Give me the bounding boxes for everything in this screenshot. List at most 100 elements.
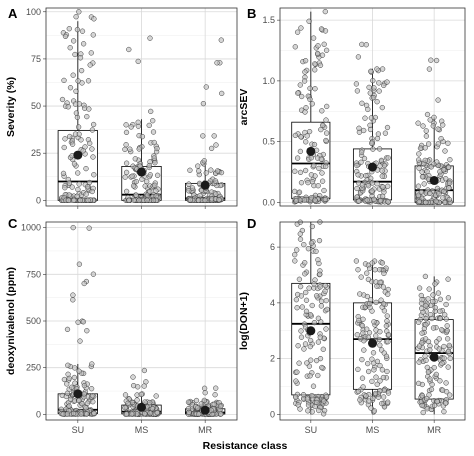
data-point [147,35,153,41]
data-point [90,154,96,160]
data-point [84,411,90,417]
data-point [129,411,135,417]
data-point [298,25,304,31]
data-point [377,279,383,286]
y-tick-label: 0 [36,195,41,205]
data-point [307,85,313,92]
data-point [73,88,79,94]
data-point [214,60,220,66]
data-point [354,332,360,338]
data-point [62,136,68,142]
data-point [441,355,447,361]
data-point [416,151,422,157]
data-point [354,88,361,94]
data-point [320,346,326,352]
data-point [87,140,93,146]
y-tick-label: 0 [270,409,275,419]
data-point [66,26,72,32]
data-point [77,338,83,344]
data-point [415,380,422,387]
data-point [89,393,96,399]
data-point [443,176,449,182]
data-point [139,133,146,140]
data-point [358,159,364,165]
data-point [201,385,208,391]
data-point [122,174,128,180]
data-point [154,145,160,152]
panel-letter: B [247,6,256,21]
data-point [296,360,302,366]
data-point [416,285,423,291]
data-point [196,168,202,174]
data-point [384,368,390,375]
data-point [72,51,78,58]
data-point [366,265,373,272]
data-point [87,62,93,68]
data-point [370,94,377,101]
data-point [355,172,361,178]
data-point [424,111,431,118]
data-point [374,358,381,365]
data-point [424,395,430,402]
data-point [355,54,362,60]
data-point [302,58,309,64]
data-point [70,38,77,44]
data-point [373,333,379,339]
data-point [127,146,133,152]
data-point [379,104,385,111]
data-point [91,16,97,22]
data-point [415,157,422,163]
data-point [201,158,207,164]
data-point [435,97,441,103]
data-point [292,188,298,195]
data-point [423,128,429,134]
data-point [306,18,312,24]
data-point [379,173,385,179]
data-point [447,355,453,362]
data-point [447,157,453,163]
mean-marker-su [306,326,316,336]
data-point [444,336,451,342]
data-point [423,303,429,309]
x-tick-label-ms: MS [135,425,149,435]
data-point [382,130,389,136]
data-point [132,156,138,162]
data-point [130,183,137,189]
data-point [84,400,91,406]
data-point [374,381,380,388]
data-point [67,85,74,91]
data-point [420,409,426,416]
data-point [304,360,310,366]
data-point [423,133,430,139]
data-point [378,157,385,164]
data-point [203,170,209,176]
data-point [380,374,387,381]
panel-border [279,7,466,207]
data-point [305,402,312,408]
data-point [307,337,314,344]
data-point [445,348,452,354]
data-point [362,115,368,121]
y-tick-label: 1.5 [262,15,275,25]
data-point [301,346,307,352]
data-point [304,396,311,402]
data-point [60,170,67,177]
data-point [76,368,82,374]
data-point [430,325,437,331]
data-point [374,66,380,72]
data-point [298,328,304,334]
jitter-points-su [292,219,330,417]
y-tick-label: 25 [31,148,41,158]
data-point [302,167,309,174]
data-point [313,357,320,364]
data-point [363,172,369,179]
data-point [319,108,325,114]
data-point [70,410,77,417]
panel-border [45,7,238,207]
data-point [91,172,97,178]
data-point [211,401,217,407]
data-point [318,156,324,162]
data-point [219,90,225,97]
data-point [76,261,83,267]
data-point [423,357,429,364]
